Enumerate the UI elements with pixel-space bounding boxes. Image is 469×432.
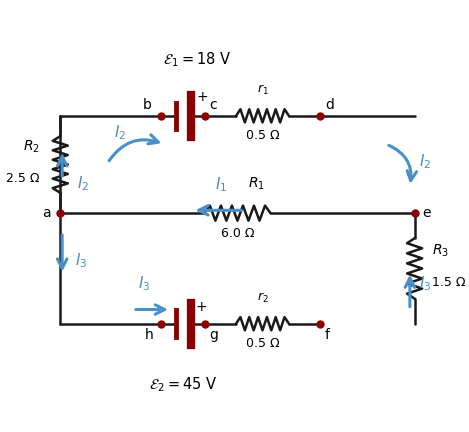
Text: $\mathcal{E}_1 = 18$ V: $\mathcal{E}_1 = 18$ V <box>163 50 231 69</box>
Text: 0.5 Ω: 0.5 Ω <box>246 129 280 142</box>
Text: e: e <box>422 206 431 220</box>
Text: $R_3$: $R_3$ <box>431 243 449 259</box>
Text: $R_1$: $R_1$ <box>248 176 265 192</box>
Text: d: d <box>325 98 334 112</box>
Text: +: + <box>197 90 208 104</box>
Text: $I_2$: $I_2$ <box>114 124 126 142</box>
Text: b: b <box>143 98 152 112</box>
Text: $I_1$: $I_1$ <box>215 175 227 194</box>
Text: $I_3$: $I_3$ <box>419 275 431 293</box>
Text: $I_2$: $I_2$ <box>419 152 431 171</box>
Text: 6.0 Ω: 6.0 Ω <box>221 227 254 240</box>
Text: $\mathcal{E}_2 = 45$ V: $\mathcal{E}_2 = 45$ V <box>149 376 217 394</box>
Text: g: g <box>210 328 219 343</box>
Text: $r_1$: $r_1$ <box>257 83 268 97</box>
Text: a: a <box>42 206 51 220</box>
Text: $I_3$: $I_3$ <box>76 251 88 270</box>
Text: c: c <box>210 98 217 112</box>
Text: f: f <box>325 328 330 343</box>
Text: $I_2$: $I_2$ <box>77 174 90 193</box>
Text: 1.5 Ω: 1.5 Ω <box>431 276 465 289</box>
Text: 0.5 Ω: 0.5 Ω <box>246 337 280 350</box>
Text: +: + <box>196 300 207 314</box>
Text: $r_2$: $r_2$ <box>257 291 268 305</box>
Text: $I_3$: $I_3$ <box>138 275 151 293</box>
Text: h: h <box>145 328 154 343</box>
Text: $R_2$: $R_2$ <box>23 139 39 155</box>
Text: 2.5 Ω: 2.5 Ω <box>6 172 39 185</box>
